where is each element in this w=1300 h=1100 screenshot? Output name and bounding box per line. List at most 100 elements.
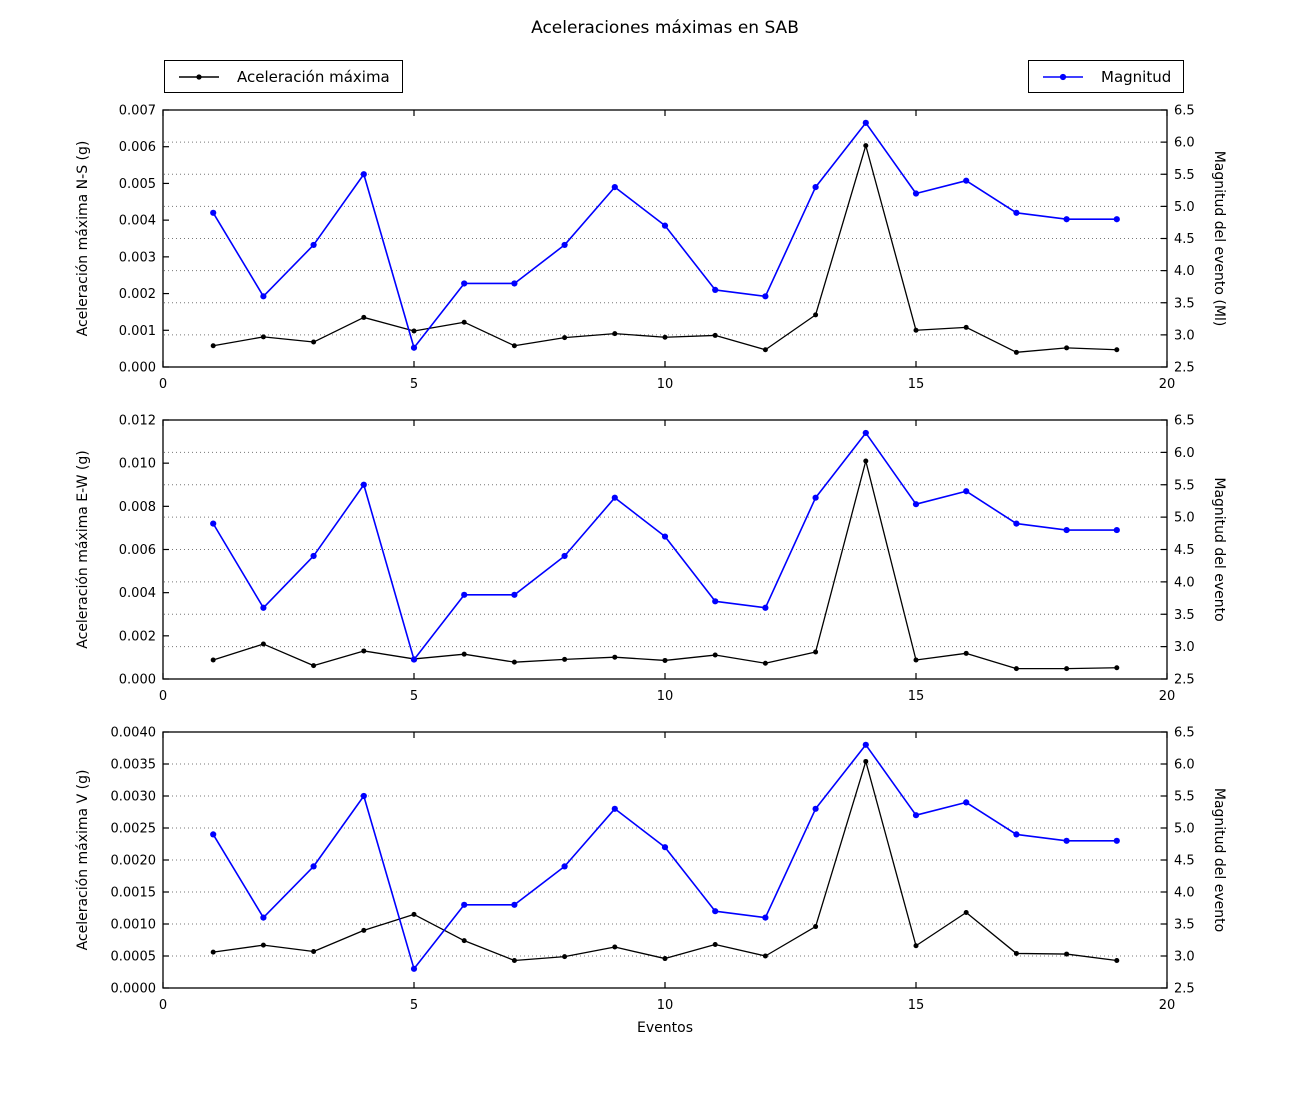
acceleration-point — [1114, 665, 1120, 671]
left-tick-label: 0.004 — [119, 214, 156, 229]
right-tick-label: 4.0 — [1174, 264, 1195, 279]
acceleration-point — [712, 332, 718, 338]
x-tick-label: 5 — [410, 689, 418, 704]
left-tick-label: 0.001 — [119, 324, 156, 339]
right-tick-label: 5.5 — [1174, 168, 1195, 183]
magnitude-point — [812, 184, 819, 191]
acceleration-point — [511, 343, 517, 349]
acceleration-point — [1013, 666, 1019, 672]
acceleration-point — [662, 956, 668, 962]
acceleration-point — [411, 911, 417, 917]
left-tick-label: 0.0040 — [111, 726, 157, 741]
acceleration-point — [1064, 666, 1070, 672]
acceleration-point — [511, 659, 517, 665]
acceleration-point — [863, 143, 869, 149]
right-tick-label: 3.0 — [1174, 640, 1195, 655]
magnitude-point — [661, 222, 669, 229]
left-tick-label: 0.002 — [119, 629, 156, 644]
right-tick-label: 6.5 — [1174, 104, 1195, 119]
acceleration-point — [813, 649, 819, 655]
magnitude-point — [561, 241, 568, 249]
magnitude-point — [912, 501, 920, 508]
magnitude-point — [812, 805, 819, 812]
left-tick-label: 0.005 — [119, 177, 156, 192]
acceleration-point — [461, 651, 467, 657]
acceleration-line — [213, 460, 1117, 670]
right-tick-label: 6.0 — [1174, 758, 1195, 773]
acceleration-line-marker-icon — [179, 73, 219, 80]
left-tick-label: 0.000 — [119, 673, 156, 688]
left-tick-label: 0.003 — [119, 250, 156, 265]
x-tick-label: 20 — [1159, 998, 1176, 1013]
magnitude-line — [212, 743, 1117, 970]
left-tick-label: 0.012 — [119, 414, 156, 429]
magnitude-point — [661, 533, 669, 540]
x-tick-label: 5 — [410, 377, 418, 392]
left-tick-label: 0.008 — [119, 500, 156, 515]
right-tick-label: 4.0 — [1174, 575, 1195, 590]
right-tick-label: 4.5 — [1174, 232, 1195, 247]
x-tick-label: 15 — [908, 998, 925, 1013]
magnitude-point — [611, 494, 618, 501]
left-tick-label: 0.0015 — [111, 886, 157, 901]
magnitude-point — [661, 844, 669, 851]
right-tick-label: 3.0 — [1174, 950, 1195, 965]
right-tick-label: 6.5 — [1174, 726, 1195, 741]
acceleration-point — [210, 343, 216, 349]
magnitude-point — [963, 177, 970, 184]
right-tick-label: 5.0 — [1174, 822, 1195, 837]
magnitude-point — [561, 552, 568, 560]
magnitude-point — [762, 914, 769, 921]
magnitude-point — [1113, 837, 1120, 844]
x-tick-label: 0 — [159, 998, 167, 1013]
acceleration-point — [361, 927, 367, 933]
magnitude-point — [1013, 520, 1020, 527]
acceleration-point — [1114, 957, 1120, 963]
acceleration-point — [411, 328, 417, 334]
right-tick-label: 3.5 — [1174, 918, 1195, 933]
x-tick-label: 10 — [657, 377, 674, 392]
magnitude-point — [963, 799, 970, 806]
magnitude-point — [1063, 837, 1070, 844]
right-tick-label: 4.5 — [1174, 543, 1195, 558]
acceleration-point — [913, 327, 919, 333]
magnitude-point — [511, 591, 518, 598]
right-axis-label: Magnitud del evento (Ml) — [1211, 151, 1227, 327]
legend-magnitude-label: Magnitud — [1101, 67, 1172, 86]
acceleration-point — [662, 657, 668, 663]
acceleration-point — [210, 657, 216, 663]
magnitude-line-marker-icon — [1043, 73, 1083, 80]
magnitude-point — [611, 805, 618, 812]
acceleration-point — [461, 319, 467, 325]
left-tick-label: 0.006 — [119, 543, 156, 558]
acceleration-point — [913, 657, 919, 663]
x-tick-label: 20 — [1159, 689, 1176, 704]
right-axis-label: Magnitud del evento — [1211, 788, 1227, 932]
left-tick-label: 0.000 — [119, 361, 156, 376]
magnitude-point — [1063, 216, 1070, 223]
magnitude-point — [210, 520, 217, 527]
magnitude-point — [1013, 209, 1020, 216]
right-tick-label: 6.0 — [1174, 136, 1195, 151]
acceleration-point — [612, 331, 618, 337]
left-tick-label: 0.0000 — [111, 982, 157, 997]
acceleration-point — [311, 949, 317, 955]
right-axis-label: Magnitud del evento — [1211, 477, 1227, 621]
right-tick-label: 5.5 — [1174, 790, 1195, 805]
left-tick-label: 0.0030 — [111, 790, 157, 805]
acceleration-point — [863, 458, 869, 464]
magnitude-point — [410, 656, 418, 663]
left-tick-label: 0.0005 — [111, 950, 157, 965]
right-tick-label: 4.0 — [1174, 886, 1195, 901]
acceleration-point — [1064, 951, 1070, 957]
acceleration-point — [762, 953, 768, 959]
acceleration-point — [762, 347, 768, 353]
x-axis-label: Eventos — [637, 1020, 693, 1036]
magnitude-point — [1113, 526, 1120, 534]
acceleration-point — [813, 924, 819, 930]
magnitude-point — [912, 190, 920, 197]
magnitude-point — [762, 604, 769, 611]
acceleration-point — [461, 938, 467, 944]
legend-acceleration-label: Aceleración máxima — [237, 67, 390, 86]
